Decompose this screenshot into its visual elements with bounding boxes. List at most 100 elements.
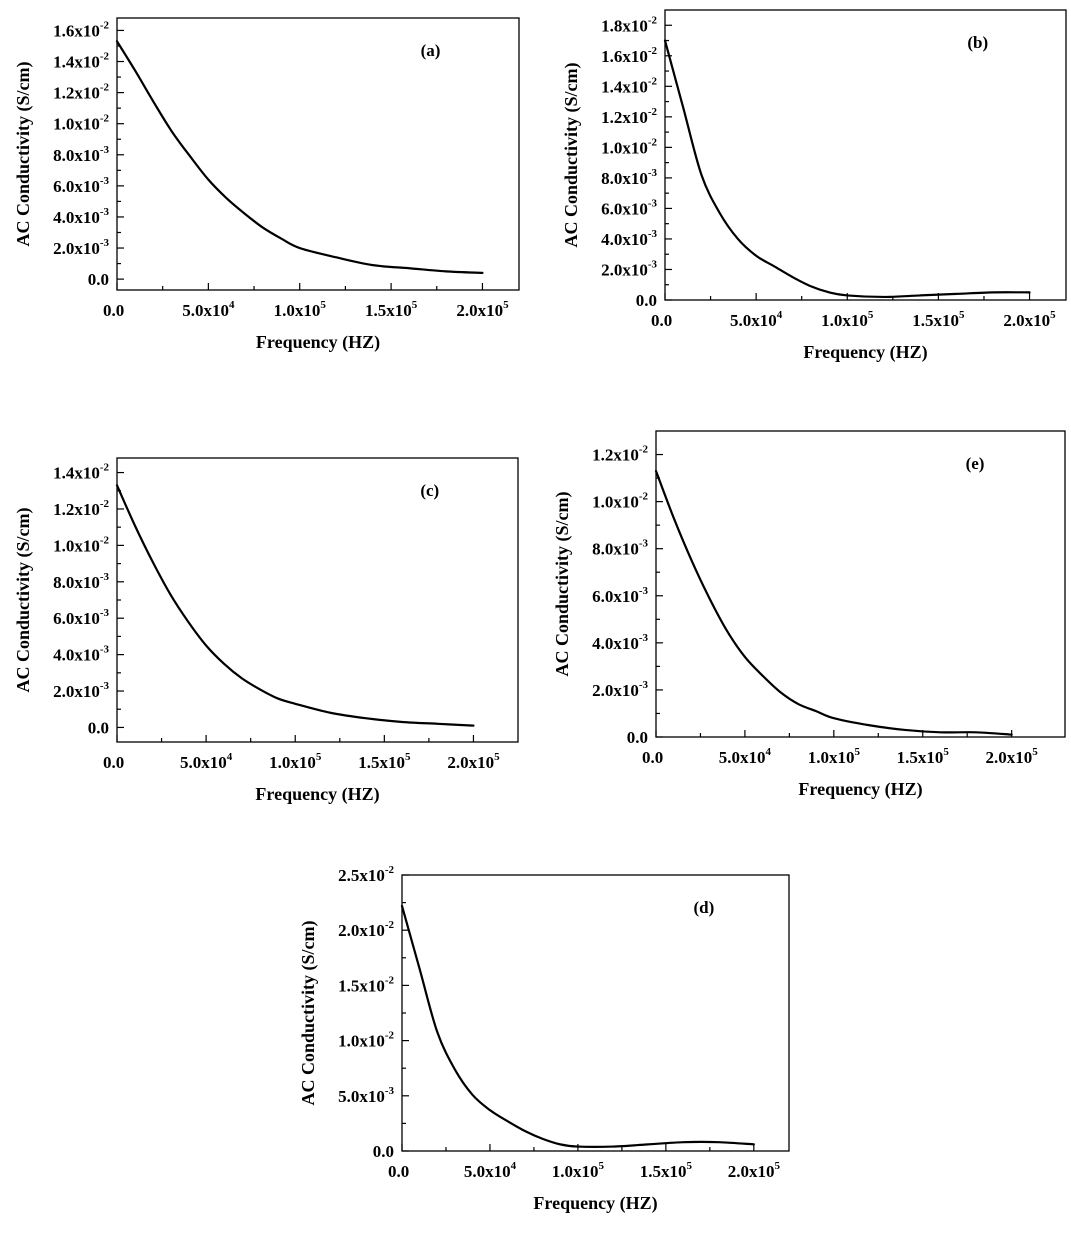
data-point: [189, 155, 191, 157]
y-tick-label: 1.5x10-2: [338, 974, 394, 995]
data-point: [258, 688, 261, 690]
data-point: [797, 703, 799, 705]
x-tick-label: 0.0: [651, 311, 672, 330]
conductivity-curve: [654, 469, 1013, 736]
data-point: [779, 691, 782, 693]
panel-label: (c): [420, 481, 439, 500]
x-axis-label: Frequency (HZ): [803, 342, 927, 363]
x-axis-label: Frequency (HZ): [798, 779, 922, 800]
data-point: [437, 723, 439, 725]
data-point: [737, 238, 739, 240]
panel-label: (b): [967, 33, 988, 52]
data-point: [401, 721, 403, 723]
y-tick-label: 2.0x10-3: [592, 679, 648, 700]
x-tick-label: 2.0x105: [456, 299, 509, 320]
data-point: [454, 1068, 456, 1070]
x-tick-label: 0.0: [103, 753, 124, 772]
data-point: [1011, 734, 1013, 736]
data-point: [726, 630, 728, 632]
data-point: [1028, 291, 1031, 293]
y-tick-label: 1.2x10-2: [53, 498, 109, 519]
y-tick-label: 6.0x10-3: [592, 585, 648, 606]
data-point: [365, 717, 368, 719]
data-point: [436, 1031, 438, 1033]
y-tick-label: 1.6x10-2: [601, 45, 657, 66]
data-point: [280, 238, 283, 240]
x-tick-label: 1.0x105: [274, 299, 327, 320]
y-tick-label: 2.0x10-3: [53, 680, 109, 701]
y-tick-label: 4.0x10-3: [601, 228, 657, 249]
data-point: [408, 267, 410, 269]
data-point: [134, 70, 136, 72]
data-point: [335, 256, 337, 258]
plot-frame: [664, 9, 1067, 301]
y-tick-label: 6.0x10-3: [53, 607, 109, 628]
x-tick-label: 5.0x104: [464, 1160, 517, 1181]
y-tick-label: 1.2x10-2: [601, 106, 657, 127]
data-point: [919, 294, 921, 297]
data-point: [939, 731, 942, 733]
data-point: [810, 285, 812, 287]
data-point: [762, 675, 764, 677]
data-point: [472, 725, 475, 727]
data-point: [664, 39, 666, 42]
x-tick-label: 1.5x105: [640, 1160, 693, 1181]
data-point: [612, 1145, 614, 1148]
data-point: [489, 1109, 491, 1111]
data-point: [152, 101, 155, 103]
y-tick-label: 8.0x10-3: [601, 167, 657, 188]
x-tick-label: 0.0: [388, 1162, 409, 1181]
y-tick-label: 0.0: [373, 1142, 394, 1161]
y-tick-label: 1.0x10-2: [592, 491, 648, 512]
data-point: [169, 593, 172, 596]
data-point: [755, 255, 757, 257]
y-tick-label: 1.0x10-2: [601, 136, 657, 157]
chart-panel-b: 0.0 5.0x104 1.0x105 1.5x105 2.0x105 0.0 2.0x10…: [561, 9, 1067, 363]
y-tick-label: 1.6x10-2: [53, 19, 109, 40]
data-point: [846, 294, 848, 297]
data-point: [975, 731, 977, 733]
y-tick-label: 1.4x10-2: [53, 51, 109, 72]
data-point: [418, 968, 421, 970]
y-tick-label: 1.2x10-2: [53, 82, 109, 103]
y-tick-label: 8.0x10-3: [53, 571, 109, 592]
conductivity-curve: [400, 904, 755, 1148]
data-point: [655, 470, 657, 472]
y-axis-label: AC Conductivity (S/cm): [552, 492, 573, 677]
x-tick-label: 1.5x105: [358, 751, 411, 772]
conductivity-curve: [115, 484, 475, 727]
chart-panel-e: 0.0 5.0x104 1.0x105 1.5x105 2.0x105 0.0 2.0x10…: [552, 430, 1066, 800]
data-point: [134, 524, 136, 526]
data-point: [205, 644, 207, 647]
y-tick-label: 1.0x10-2: [338, 1030, 394, 1051]
y-axis-label: AC Conductivity (S/cm): [561, 63, 582, 248]
data-point: [244, 213, 246, 215]
data-point: [868, 724, 870, 726]
data-point: [904, 729, 906, 731]
x-tick-label: 2.0x105: [447, 751, 500, 772]
y-tick-label: 8.0x10-3: [592, 538, 648, 559]
data-point: [294, 703, 296, 705]
data-point: [299, 247, 301, 249]
data-point: [445, 270, 447, 272]
data-point: [276, 697, 278, 699]
data-point: [524, 1130, 526, 1132]
conductivity-curve: [663, 39, 1031, 299]
data-point: [956, 293, 958, 295]
y-tick-label: 2.0x10-2: [338, 919, 394, 940]
data-point: [542, 1138, 544, 1140]
data-point: [116, 40, 118, 42]
data-point: [833, 717, 835, 719]
x-axis-label: Frequency (HZ): [256, 332, 380, 353]
y-tick-label: 6.0x10-3: [53, 175, 109, 196]
data-point: [577, 1145, 579, 1148]
panel-label: (d): [693, 898, 714, 917]
y-tick-label: 1.0x10-2: [53, 534, 109, 555]
x-tick-label: 1.0x105: [552, 1160, 605, 1181]
x-axis-label: Frequency (HZ): [255, 784, 379, 805]
y-tick-label: 0.0: [88, 270, 109, 289]
y-tick-label: 4.0x10-3: [53, 644, 109, 665]
data-point: [262, 227, 264, 229]
data-point: [992, 291, 994, 293]
